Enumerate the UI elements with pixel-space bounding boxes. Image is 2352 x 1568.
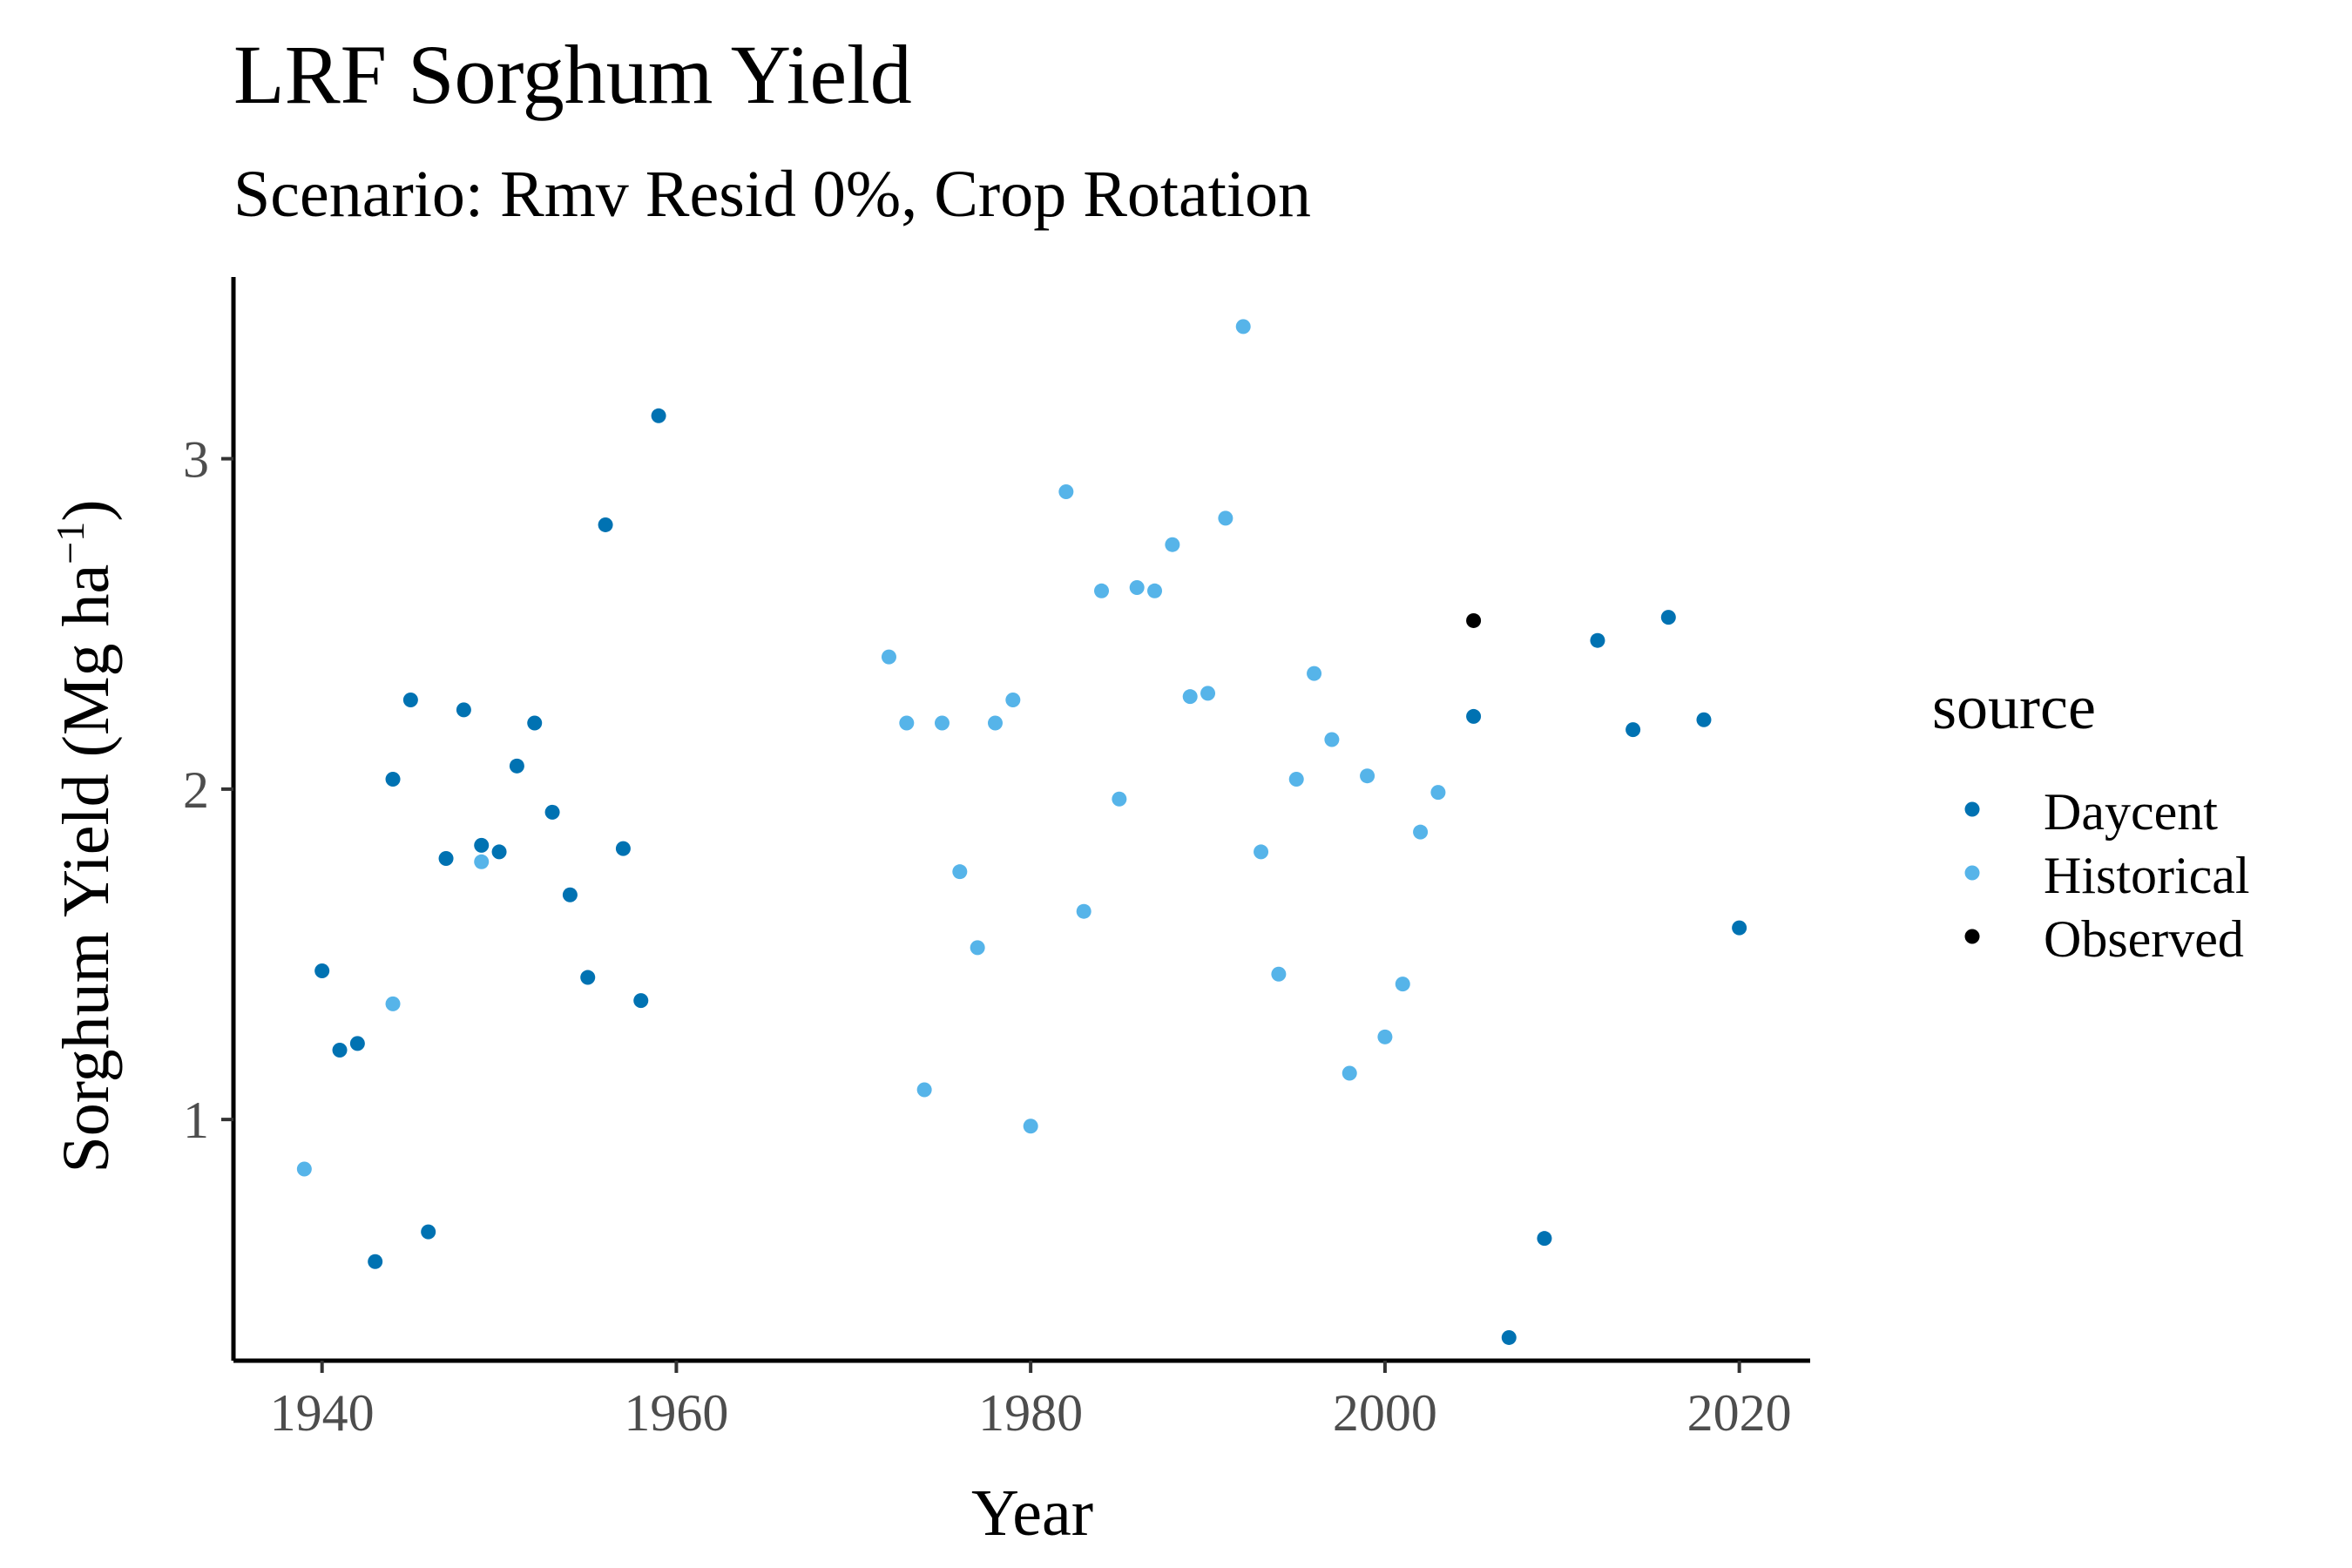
- plot-area: 1940 1960 1980 2000 2020 1 2 3: [183, 277, 1810, 1442]
- data-point: [296, 1161, 312, 1177]
- x-axis-title: Year: [971, 1477, 1093, 1550]
- legend-key-observed: [1964, 929, 1980, 944]
- series-historical: [296, 319, 1446, 1177]
- data-point: [1324, 732, 1340, 747]
- data-point: [1466, 612, 1482, 628]
- data-point: [1200, 686, 1216, 701]
- data-point: [1625, 722, 1641, 738]
- x-tick-label: 1960: [624, 1384, 728, 1442]
- data-point: [562, 887, 578, 902]
- y-axis-title-superscript: −1: [48, 522, 92, 564]
- data-point: [1288, 771, 1304, 787]
- y-axis-title: Sorghum Yield (Mg ha−1): [48, 499, 123, 1173]
- data-point: [952, 864, 968, 880]
- data-point: [1590, 632, 1605, 648]
- data-point: [916, 1082, 932, 1098]
- data-point: [970, 940, 985, 956]
- y-tick-label: 3: [183, 431, 209, 489]
- data-point: [1058, 484, 1074, 500]
- legend-label-daycent: Daycent: [2044, 783, 2218, 841]
- y-tick-label: 2: [183, 761, 209, 819]
- data-point: [385, 771, 401, 787]
- data-point: [527, 715, 543, 731]
- data-point: [474, 837, 490, 853]
- data-point: [368, 1254, 383, 1269]
- data-point: [385, 996, 401, 1011]
- data-point: [580, 970, 596, 985]
- data-point: [1271, 966, 1287, 982]
- legend: source Daycent Historical Observed: [1932, 672, 2250, 968]
- data-point: [1129, 580, 1145, 596]
- data-point: [332, 1042, 348, 1058]
- data-point: [899, 715, 915, 731]
- data-point: [615, 841, 631, 856]
- data-point: [1218, 510, 1233, 526]
- data-point: [314, 963, 330, 978]
- legend-label-observed: Observed: [2044, 910, 2244, 968]
- data-point: [1395, 977, 1410, 992]
- data-point: [438, 851, 454, 867]
- data-point: [1360, 768, 1375, 784]
- data-point: [1254, 844, 1269, 860]
- data-point: [1501, 1329, 1517, 1345]
- data-point: [633, 993, 649, 1009]
- data-point: [1413, 824, 1429, 840]
- x-tick-label: 2000: [1333, 1384, 1437, 1442]
- x-tick-label: 1940: [270, 1384, 375, 1442]
- legend-key-historical: [1964, 865, 1980, 881]
- data-point: [1307, 666, 1322, 681]
- data-point: [421, 1224, 436, 1240]
- data-point: [456, 702, 471, 718]
- data-point: [651, 408, 666, 423]
- data-point: [1342, 1065, 1357, 1081]
- data-point: [1182, 689, 1198, 705]
- data-point: [1537, 1231, 1552, 1247]
- data-point: [1094, 583, 1110, 598]
- y-axis-title-main: Sorghum Yield (Mg ha: [50, 564, 123, 1173]
- data-point: [1377, 1029, 1393, 1044]
- data-point: [1112, 791, 1127, 807]
- data-point: [474, 854, 490, 869]
- data-point: [1147, 583, 1163, 598]
- data-point: [349, 1036, 365, 1051]
- data-point: [1165, 537, 1180, 552]
- data-point: [934, 715, 950, 731]
- data-point: [544, 804, 560, 820]
- data-point: [881, 649, 896, 665]
- data-point: [402, 692, 418, 707]
- data-point: [1235, 319, 1251, 335]
- x-tick-label: 2020: [1687, 1384, 1792, 1442]
- data-point: [1660, 610, 1676, 625]
- data-point: [1023, 1119, 1038, 1134]
- data-point: [1005, 692, 1021, 707]
- chart-title: LRF Sorghum Yield: [233, 28, 912, 121]
- chart-subtitle: Scenario: Rmv Resid 0%, Crop Rotation: [233, 158, 1311, 231]
- data-point: [491, 844, 507, 860]
- data-point: [1430, 785, 1446, 801]
- series-observed: [1466, 612, 1482, 628]
- legend-key-daycent: [1964, 801, 1980, 817]
- data-point: [1076, 903, 1092, 919]
- data-point: [509, 758, 524, 774]
- data-point: [987, 715, 1003, 731]
- data-point: [1696, 712, 1712, 727]
- x-tick-label: 1980: [978, 1384, 1083, 1442]
- legend-title: source: [1932, 672, 2096, 742]
- series-daycent: [314, 408, 1747, 1345]
- y-axis-title-end: ): [50, 499, 123, 521]
- data-point: [598, 517, 613, 532]
- data-point: [1466, 708, 1482, 724]
- data-point: [1732, 920, 1747, 936]
- y-tick-label: 1: [183, 1092, 209, 1149]
- legend-label-historical: Historical: [2044, 847, 2250, 904]
